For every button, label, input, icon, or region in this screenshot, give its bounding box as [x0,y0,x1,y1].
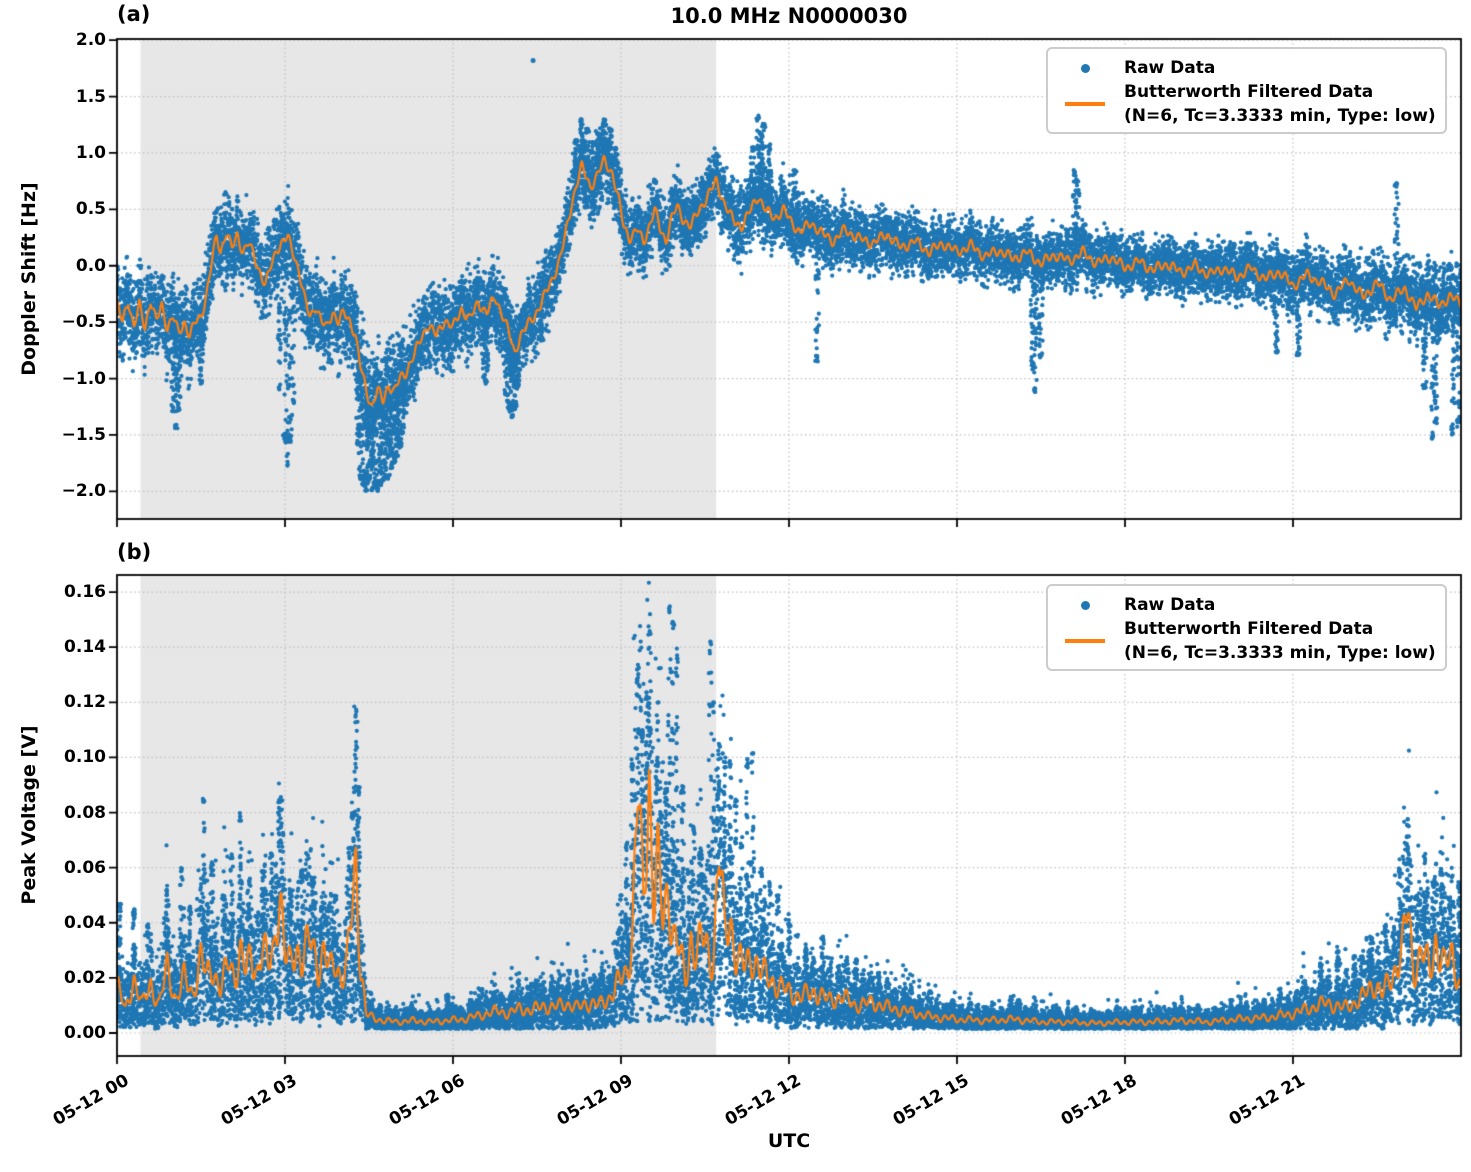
y-tick-label: −2.0 [61,481,106,502]
legend-filtered-line2: (N=6, Tc=3.3333 min, Type: low) [1124,643,1436,663]
y-tick-label: 0.08 [64,802,106,823]
y-tick-label: 0.00 [64,1022,106,1043]
y-tick-label: 2.0 [75,30,106,51]
legend-item-filtered-data: Butterworth Filtered Data (N=6, Tc=3.333… [1062,617,1436,665]
y-tick-label: −1.5 [61,424,106,445]
y-tick-label: 0.16 [64,582,106,603]
legend-raw-label: Raw Data [1124,595,1216,615]
legend-filtered-line1: Butterworth Filtered Data [1124,82,1374,102]
y-tick-label: 0.04 [64,912,106,933]
legend-filtered-label: Butterworth Filtered Data (N=6, Tc=3.333… [1124,617,1436,665]
legend-item-filtered-data: Butterworth Filtered Data (N=6, Tc=3.333… [1062,80,1436,128]
legend-item-raw-data: Raw Data [1062,593,1433,617]
y-tick-label: −1.0 [61,368,106,389]
y-tick-label: 0.10 [64,747,106,768]
legend-raw-label: Raw Data [1124,58,1216,78]
y-tick-label: 1.5 [75,86,106,107]
y-tick-label: 0.06 [64,857,106,878]
legend-filtered-label: Butterworth Filtered Data (N=6, Tc=3.333… [1124,80,1436,128]
y-tick-label: 0.14 [64,637,106,658]
raw-data-marker-icon [1062,600,1108,610]
y-tick-label: 1.0 [75,142,106,163]
legend-panel-b: Raw Data Butterworth Filtered Data (N=6,… [1046,584,1447,671]
raw-data-marker-icon [1062,63,1108,73]
x-axis-label: UTC [767,1130,811,1152]
legend-item-raw-data: Raw Data [1062,56,1433,80]
filtered-line-icon [1062,102,1108,106]
legend-panel-a: Raw Data Butterworth Filtered Data (N=6,… [1046,47,1447,134]
y-tick-label: 0.02 [64,967,106,988]
y-tick-label: 0.5 [75,199,106,220]
y-tick-label: 0.12 [64,692,106,713]
y-tick-label: −0.5 [61,312,106,333]
filtered-line-icon [1062,639,1108,643]
y-tick-label: 0.0 [75,255,106,276]
page-title: 10.0 MHz N0000030 [670,4,908,28]
legend-filtered-line2: (N=6, Tc=3.3333 min, Type: low) [1124,106,1436,126]
panel-a-label: (a) [117,2,151,26]
legend-filtered-line1: Butterworth Filtered Data [1124,619,1374,639]
panel-b-label: (b) [117,540,152,564]
